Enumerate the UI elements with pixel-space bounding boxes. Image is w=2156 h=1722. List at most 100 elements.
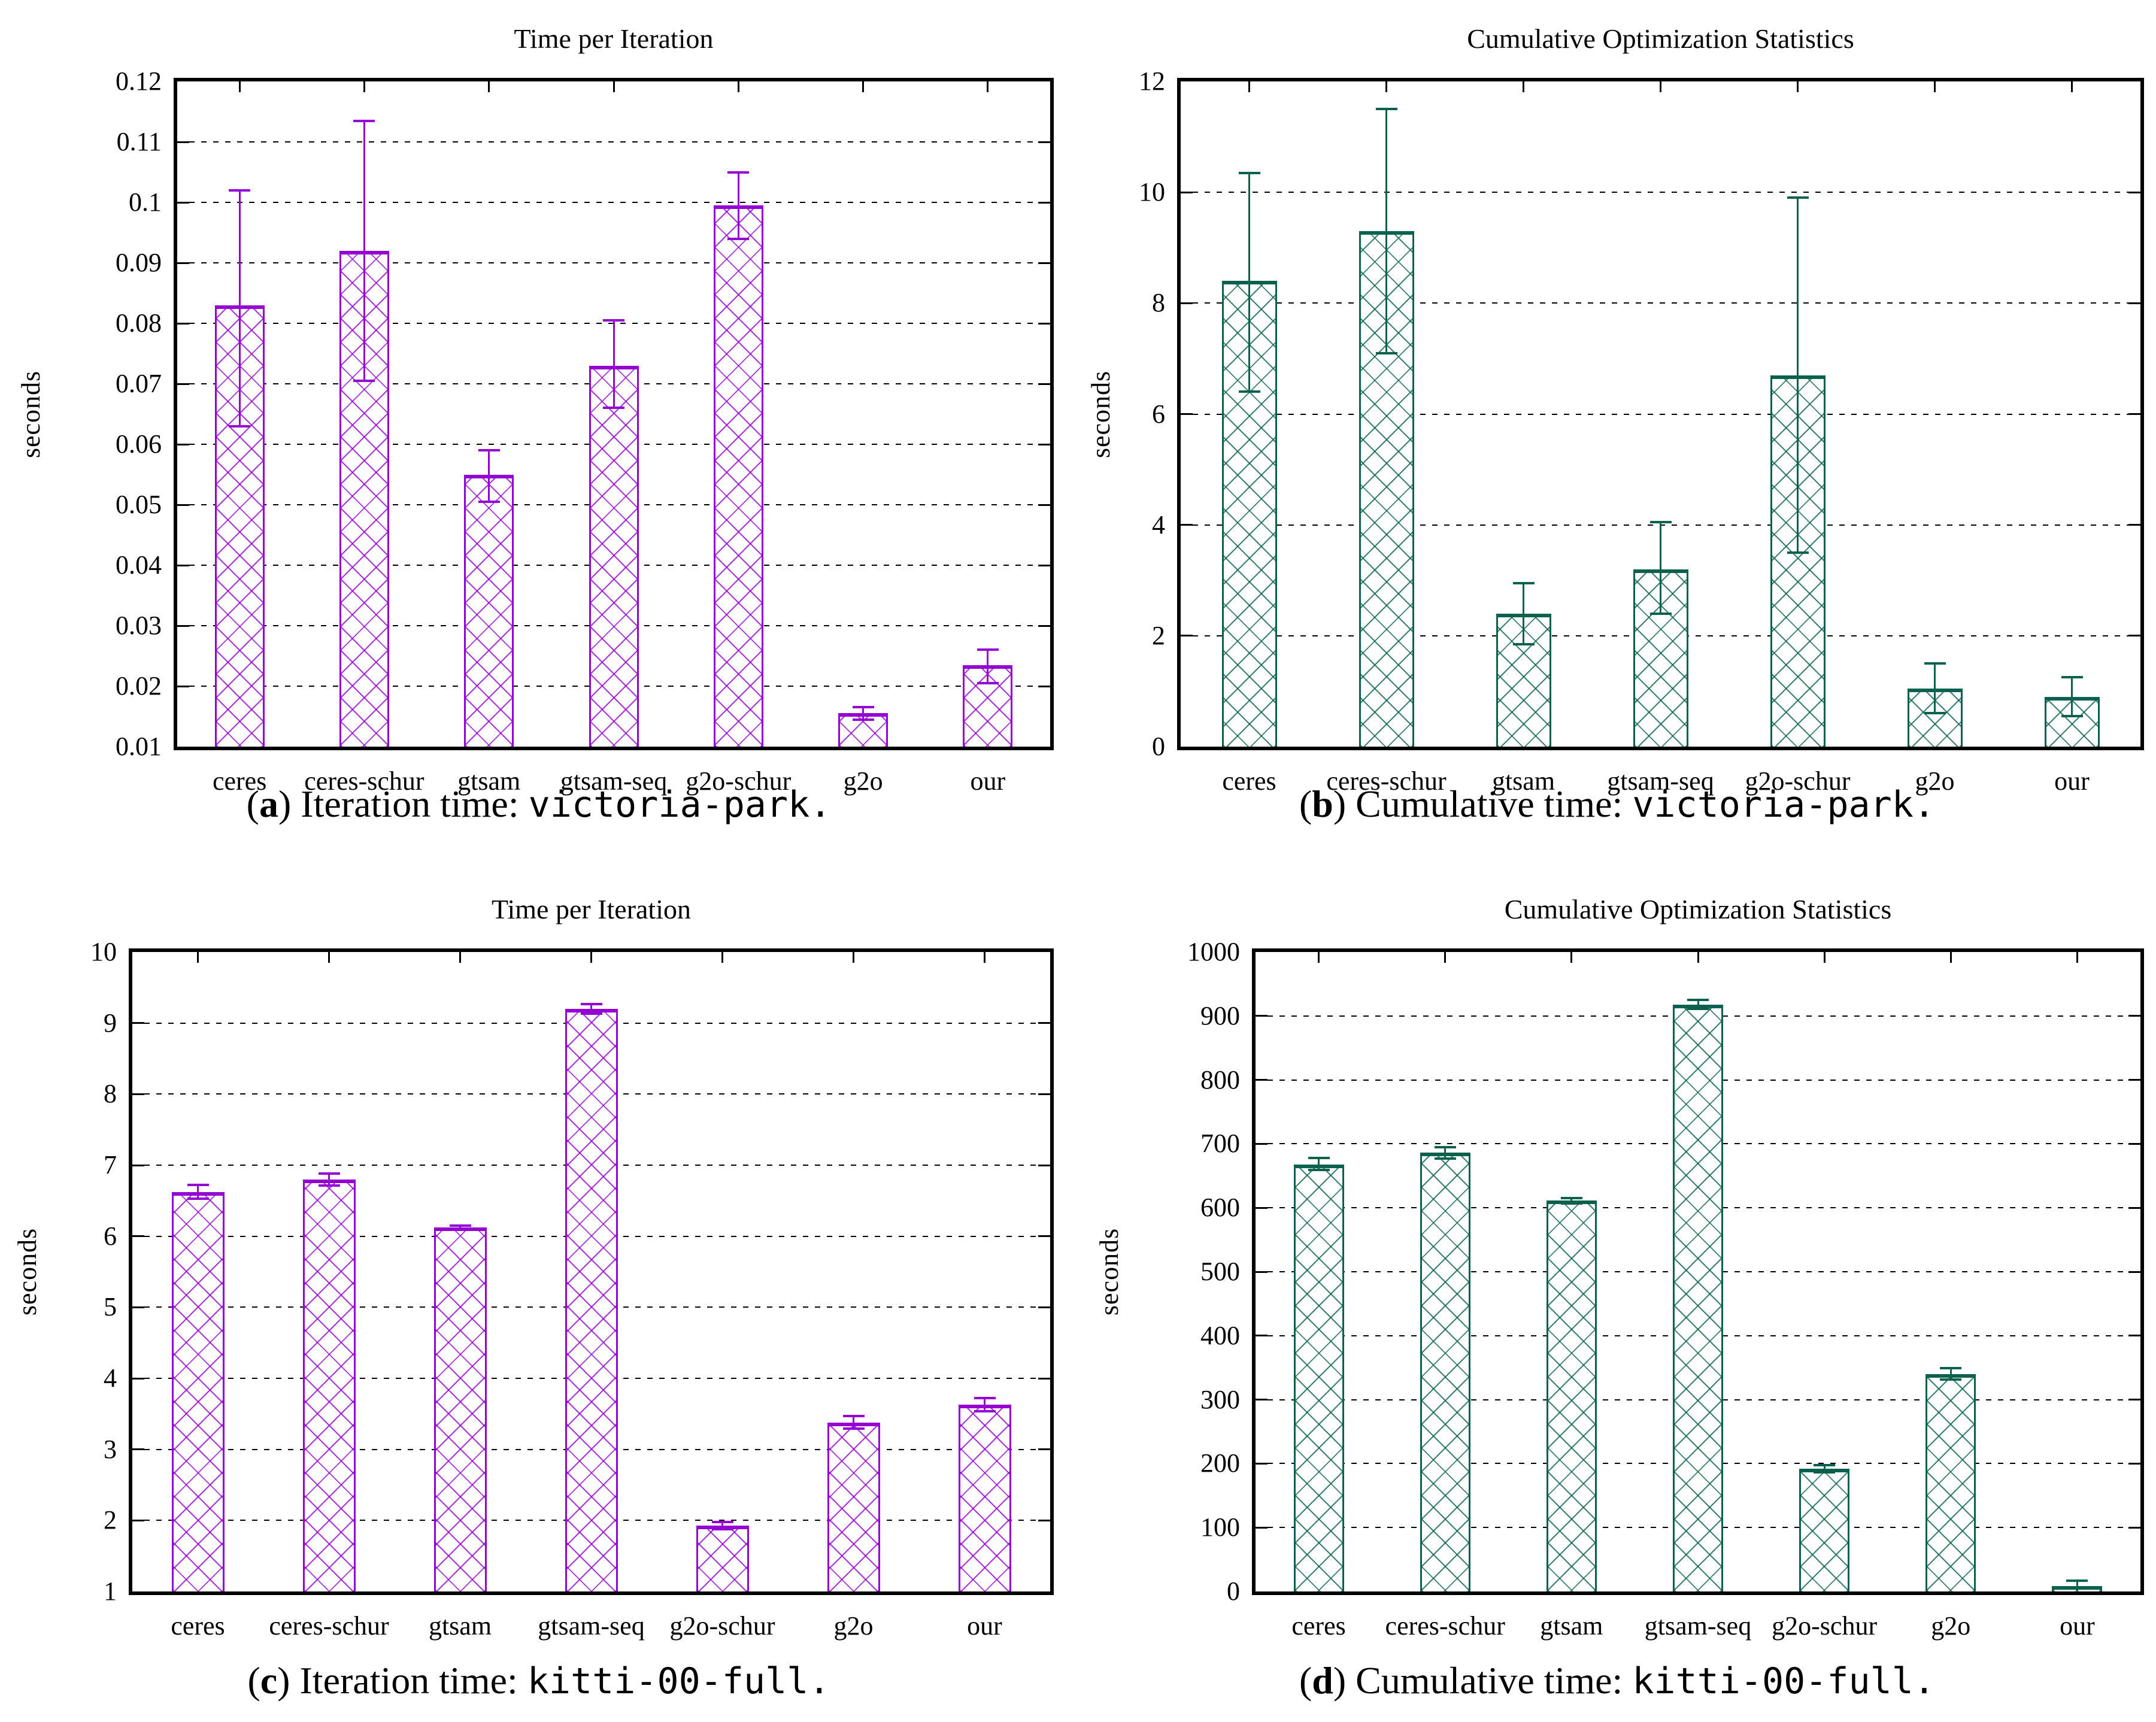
y-tick-mark bbox=[132, 1022, 144, 1024]
bar-g2o-schur bbox=[696, 1525, 749, 1591]
caption-a: (a) Iteration time: victoria-park. bbox=[246, 783, 832, 826]
error-bar-line bbox=[1797, 198, 1799, 553]
error-bar-cap-bottom bbox=[1814, 1471, 1836, 1474]
y-tick-label: 10 bbox=[1139, 177, 1165, 207]
y-tick-mark bbox=[2128, 1079, 2140, 1081]
error-bar-line bbox=[1523, 583, 1524, 644]
x-tick-label-g2o-schur: g2o-schur bbox=[1772, 1611, 1878, 1641]
chart-title: Time per Iteration bbox=[514, 23, 714, 54]
error-bar-cap-bottom bbox=[353, 379, 375, 382]
y-tick-label: 8 bbox=[104, 1079, 117, 1109]
y-tick-mark bbox=[1256, 1335, 1267, 1337]
error-bar-cap-top bbox=[852, 706, 874, 709]
x-tick-mark-top bbox=[1949, 952, 1952, 963]
error-bar-cap-bottom bbox=[1940, 1378, 1962, 1381]
x-tick-mark-top bbox=[984, 952, 985, 963]
x-tick-mark-top bbox=[2076, 952, 2078, 963]
error-bar-cap-top bbox=[1649, 521, 1672, 524]
y-tick-label: 700 bbox=[1200, 1129, 1240, 1159]
error-bar-cap-top bbox=[1434, 1145, 1456, 1148]
caption-dataset-name: victoria-park. bbox=[1632, 784, 1936, 826]
error-bar-line bbox=[238, 190, 241, 426]
error-bar-line bbox=[590, 1004, 592, 1014]
error-bar-cap-top bbox=[1308, 1156, 1330, 1159]
y-tick-mark bbox=[1038, 262, 1050, 264]
x-tick-mark-top bbox=[1248, 81, 1250, 92]
caption-d: (d) Cumulative time: kitti-00-full. bbox=[1299, 1659, 1936, 1702]
bar-gtsam-seq bbox=[589, 365, 639, 747]
x-tick-mark-top bbox=[197, 952, 199, 963]
y-tick-label: 0.05 bbox=[116, 490, 162, 519]
y-tick-label: 4 bbox=[1152, 510, 1165, 539]
y-tick-label: 12 bbox=[1139, 66, 1165, 96]
error-bar-cap-top bbox=[478, 449, 500, 452]
y-tick-label: 400 bbox=[1200, 1320, 1240, 1350]
error-bar-line bbox=[2076, 1580, 2078, 1591]
x-tick-label-ceres-schur: ceres-schur bbox=[269, 1611, 389, 1641]
error-bar-cap-bottom bbox=[603, 407, 624, 410]
y-tick-mark bbox=[2128, 1462, 2140, 1465]
error-bar-cap-top bbox=[2061, 676, 2083, 679]
y-tick-mark bbox=[1038, 1519, 1050, 1521]
y-tick-mark bbox=[1038, 1306, 1050, 1308]
x-tick-mark-top bbox=[1523, 81, 1524, 92]
y-tick-mark bbox=[2128, 1015, 2140, 1017]
bar-ceres bbox=[171, 1192, 225, 1591]
x-tick-label-ceres: ceres bbox=[1222, 766, 1276, 796]
y-gridline bbox=[177, 262, 1050, 263]
y-tick-mark bbox=[1181, 302, 1193, 304]
y-tick-mark bbox=[1038, 201, 1050, 204]
x-tick-label-ceres: ceres bbox=[171, 1611, 225, 1641]
x-tick-mark-top bbox=[238, 81, 241, 92]
bar-ceres-schur bbox=[302, 1179, 356, 1591]
error-bar-cap-bottom bbox=[449, 1228, 471, 1231]
error-bar-cap-bottom bbox=[1560, 1202, 1582, 1205]
x-tick-label-ceres-schur: ceres-schur bbox=[1385, 1611, 1505, 1641]
error-bar-line bbox=[1570, 1198, 1573, 1203]
y-tick-mark bbox=[177, 201, 189, 204]
x-tick-label-gtsam: gtsam bbox=[457, 766, 521, 796]
error-bar-cap-top bbox=[1787, 196, 1809, 199]
y-tick-mark bbox=[1256, 1015, 1267, 1017]
x-tick-mark-top bbox=[1934, 81, 1936, 92]
y-tick-mark bbox=[1038, 1377, 1050, 1380]
y-tick-label: 100 bbox=[1200, 1512, 1240, 1542]
caption-dataset-name: kitti-00-full. bbox=[527, 1660, 830, 1702]
error-bar-cap-top bbox=[1814, 1463, 1836, 1466]
y-tick-label: 800 bbox=[1200, 1065, 1240, 1095]
x-tick-mark-top bbox=[328, 952, 330, 963]
x-tick-label-gtsam: gtsam bbox=[428, 1611, 492, 1641]
error-bar-cap-top bbox=[353, 119, 375, 122]
error-bar-cap-bottom bbox=[852, 718, 874, 721]
y-tick-label: 900 bbox=[1200, 1001, 1240, 1030]
error-bar-cap-bottom bbox=[1434, 1157, 1456, 1160]
y-tick-mark bbox=[1038, 141, 1050, 143]
y-tick-label: 0.02 bbox=[116, 671, 162, 701]
error-bar-cap-bottom bbox=[2061, 715, 2083, 718]
y-tick-mark bbox=[1038, 1448, 1050, 1451]
x-tick-mark-top bbox=[488, 81, 490, 92]
error-bar-line bbox=[1934, 663, 1936, 714]
bar-ceres-schur bbox=[1420, 1153, 1470, 1591]
error-bar-cap-bottom bbox=[842, 1427, 865, 1430]
y-tick-mark bbox=[2128, 1399, 2140, 1401]
chart-title: Cumulative Optimization Statistics bbox=[1504, 894, 1892, 924]
x-tick-label-g2o: g2o bbox=[843, 766, 883, 796]
error-bar-cap-top bbox=[603, 319, 624, 322]
x-tick-label-ceres: ceres bbox=[1291, 1611, 1346, 1641]
error-bar-cap-top bbox=[977, 648, 999, 651]
y-tick-label: 600 bbox=[1200, 1193, 1240, 1223]
x-tick-mark-top bbox=[612, 81, 615, 92]
bar-ceres bbox=[1293, 1164, 1344, 1591]
error-bar-line bbox=[1823, 1465, 1826, 1473]
error-bar-line bbox=[1660, 522, 1661, 614]
error-bar-cap-top bbox=[229, 189, 251, 192]
y-tick-mark bbox=[1038, 1022, 1050, 1024]
x-tick-label-gtsam-seq: gtsam-seq bbox=[1607, 766, 1714, 796]
bar-g2o bbox=[838, 713, 889, 747]
x-tick-mark-top bbox=[987, 81, 989, 92]
y-tick-mark bbox=[1038, 504, 1050, 506]
error-bar-cap-top bbox=[974, 1397, 996, 1400]
error-bar-cap-bottom bbox=[1375, 351, 1397, 354]
bar-gtsam bbox=[1546, 1200, 1597, 1591]
